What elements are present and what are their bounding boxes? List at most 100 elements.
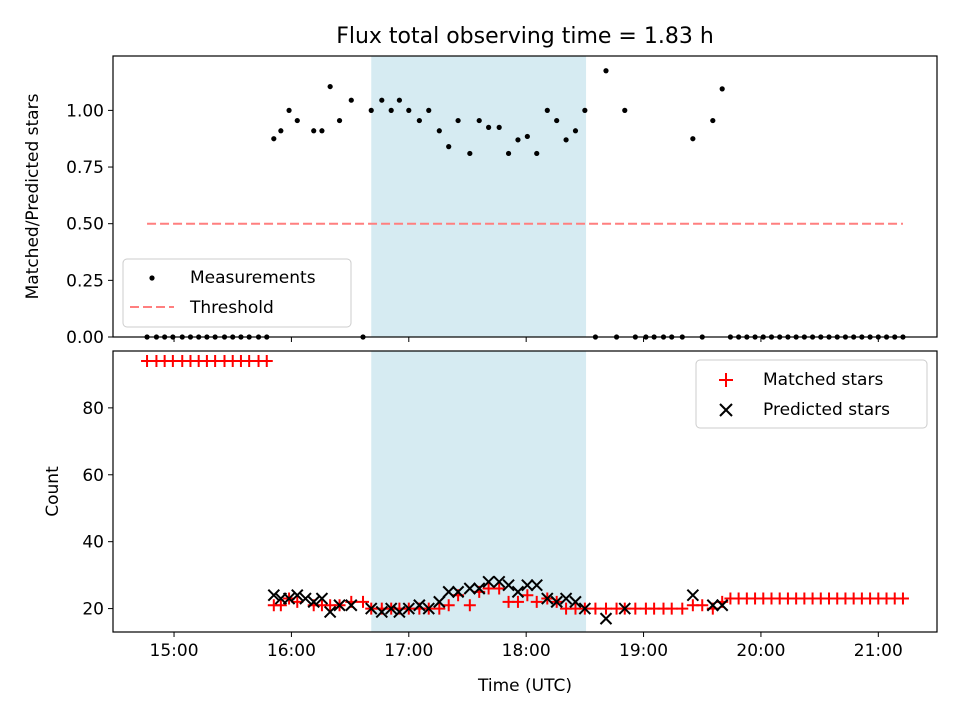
- matched-stars-point: [599, 602, 612, 615]
- matched-stars-point: [896, 592, 909, 605]
- matched-stars-point: [676, 602, 689, 615]
- legend-marker-matched-stars: [719, 373, 733, 387]
- y-tick-label: 0.75: [66, 158, 104, 178]
- count-legend-box: [695, 359, 928, 429]
- predicted-stars-point: [550, 595, 563, 609]
- ratio-y-ticks: 0.00 0.25 0.50 0.75 1.00: [66, 101, 113, 348]
- measurement-point: [563, 137, 569, 143]
- legend-marker-predicted-stars: [719, 403, 733, 417]
- predicted-stars-point: [365, 602, 378, 615]
- ratio-legend-box: [122, 258, 352, 328]
- measurement-point: [368, 107, 374, 113]
- predicted-stars-point: [599, 612, 613, 625]
- y-tick-label: 20: [82, 600, 104, 620]
- measurement-point: [294, 117, 300, 124]
- measurement-point: [467, 150, 473, 157]
- chart-title: Flux total observing time = 1.83 h: [336, 24, 714, 49]
- predicted-stars-point: [530, 578, 543, 592]
- predicted-stars-point: [706, 599, 720, 612]
- predicted-stars-point: [686, 588, 700, 602]
- legend-label-threshold: Threshold: [189, 298, 274, 318]
- measurement-point: [719, 86, 725, 92]
- measurement-point: [455, 117, 461, 124]
- x-tick-label: 17:00: [384, 641, 433, 661]
- predicted-stars-point: [541, 592, 554, 605]
- predicted-stars-point: [569, 595, 582, 609]
- x-tick-label: 16:00: [267, 641, 316, 661]
- predicted-stars-point: [282, 592, 296, 605]
- predicted-stars-point: [375, 605, 389, 619]
- y-tick-label: 60: [82, 466, 104, 486]
- matched-stars-point: [274, 599, 287, 612]
- measurement-point: [486, 124, 492, 130]
- legend-label-predicted-stars: Predicted stars: [763, 400, 890, 420]
- measurement-point: [426, 107, 432, 113]
- x-tick-label: 20:00: [736, 641, 785, 661]
- count-y-axis-label: Count: [43, 466, 63, 517]
- matched-stars-point: [521, 589, 534, 602]
- measurement-point: [524, 133, 530, 140]
- matched-stars-point: [530, 595, 543, 608]
- measurement-point: [319, 128, 325, 134]
- legend-label-matched-stars: Matched stars: [763, 370, 883, 390]
- predicted-stars-point: [291, 588, 304, 602]
- measurement-point: [690, 136, 696, 142]
- predicted-stars-point: [413, 599, 426, 612]
- predicted-stars-point: [433, 595, 446, 609]
- measurement-point: [278, 128, 284, 134]
- x-tick-label: 19:00: [619, 641, 668, 661]
- matched-stars-point: [665, 602, 678, 615]
- count-plot-area: [141, 355, 909, 625]
- count-legend: Matched stars Predicted stars: [695, 359, 928, 429]
- predicted-stars-point: [473, 582, 486, 595]
- measurement-point: [286, 107, 292, 113]
- count-panel: 15:00 16:00 17:00 18:00 19:00 20:00 21:00 20 40…: [43, 350, 938, 661]
- y-tick-label: 40: [82, 533, 104, 553]
- count-axes-frame: [112, 350, 938, 633]
- predicted-stars-point: [393, 605, 406, 619]
- measurement-point: [515, 137, 521, 143]
- y-tick-label: 80: [82, 399, 104, 419]
- predicted-stars-point: [482, 575, 495, 589]
- matched-stars-point: [433, 602, 446, 615]
- measurement-point: [496, 124, 502, 130]
- predicted-stars-point: [618, 602, 631, 615]
- measurement-point: [327, 83, 333, 90]
- ratio-axes-frame: [112, 55, 938, 338]
- predicted-stars-point: [315, 592, 329, 605]
- predicted-stars-point: [299, 592, 312, 605]
- x-axis-label: Time (UTC): [477, 676, 572, 696]
- matched-stars-point: [357, 595, 370, 608]
- y-tick-label: 0.00: [66, 328, 104, 348]
- predicted-stars-point: [307, 595, 320, 609]
- matched-stars-point: [463, 599, 476, 612]
- measurement-point: [505, 150, 512, 157]
- matched-stars-point: [442, 599, 455, 612]
- x-tick-label: 21:00: [854, 641, 903, 661]
- x-tick-label: 18:00: [502, 641, 551, 661]
- observing-window-span: [371, 56, 587, 337]
- measurement-point: [622, 107, 628, 113]
- measurement-point: [311, 128, 317, 134]
- measurement-point: [336, 117, 343, 124]
- predicted-stars-point: [492, 575, 506, 589]
- measurement-point: [271, 136, 277, 142]
- predicted-stars-point: [521, 578, 534, 592]
- measurement-point: [603, 68, 609, 74]
- predicted-stars-point: [715, 599, 729, 612]
- measurement-point: [572, 128, 579, 134]
- ratio-panel: 0.00 0.25 0.50 0.75 1.00 Matched/Predicted s…: [23, 55, 938, 348]
- y-tick-label: 1.00: [66, 101, 104, 121]
- predicted-stars-point: [345, 599, 358, 612]
- measurement-point: [582, 107, 588, 113]
- matched-stars-point: [696, 599, 709, 612]
- predicted-stars-point: [384, 602, 398, 615]
- predicted-stars-point: [502, 578, 515, 592]
- measurement-point: [348, 97, 354, 103]
- y-tick-label: 0.25: [66, 271, 104, 291]
- predicted-stars-point: [442, 585, 455, 599]
- x-tick-label: 15:00: [150, 641, 199, 661]
- count-y-ticks: 20 40 60 80: [82, 399, 113, 620]
- observing-window-span: [371, 351, 587, 632]
- legend-label-measurements: Measurements: [190, 268, 316, 288]
